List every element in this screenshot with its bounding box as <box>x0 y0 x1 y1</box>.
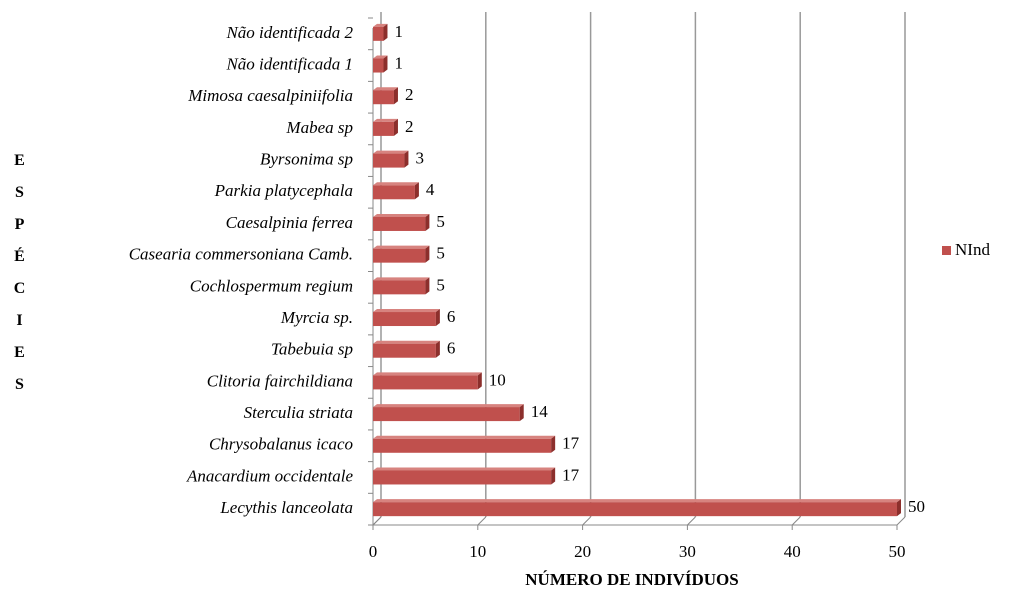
category-label: Anacardium occidentale <box>186 466 353 485</box>
bar <box>373 312 436 327</box>
category-label: Mabea sp <box>285 118 353 137</box>
floor-line <box>687 516 696 526</box>
bar-top <box>373 150 409 154</box>
bar-top <box>373 213 430 217</box>
value-label: 2 <box>405 85 414 104</box>
bar-top <box>373 340 440 344</box>
value-label: 17 <box>562 434 580 453</box>
value-label: 10 <box>489 370 506 389</box>
bar-top <box>373 372 482 376</box>
bar-side <box>383 23 388 41</box>
bar-side <box>414 182 419 200</box>
floor-line <box>791 516 801 526</box>
bar-top <box>373 435 556 439</box>
category-label: Sterculia striata <box>244 403 353 422</box>
x-tick-label: 50 <box>889 542 906 561</box>
bar-side <box>404 150 409 168</box>
bar-side <box>393 87 398 105</box>
floor-line <box>582 516 591 526</box>
category-label: Não identificada 1 <box>225 54 353 73</box>
value-label: 6 <box>447 339 456 358</box>
value-label: 2 <box>405 117 414 136</box>
bar <box>373 343 436 358</box>
bar <box>373 216 426 231</box>
legend-swatch <box>942 246 951 255</box>
value-label: 50 <box>908 497 925 516</box>
bar-top <box>373 277 430 281</box>
bar-side <box>435 309 440 327</box>
bar-side <box>425 213 430 231</box>
bar-top <box>373 182 419 186</box>
bar-top <box>373 404 524 408</box>
category-label: Tabebuia sp <box>271 340 353 359</box>
bar <box>373 121 394 136</box>
bar-top <box>373 87 398 91</box>
bar-side <box>477 372 482 390</box>
x-tick-label: 10 <box>469 542 486 561</box>
value-label: 5 <box>436 275 445 294</box>
floor-line <box>372 516 382 526</box>
bar <box>373 248 426 263</box>
category-label: Lecythis lanceolata <box>219 498 353 517</box>
bar <box>373 502 897 517</box>
category-label: Clitoria fairchildiana <box>207 371 353 390</box>
bar-top <box>373 118 398 122</box>
floor-line <box>896 516 906 526</box>
bar <box>373 90 394 105</box>
bar-side <box>519 404 524 422</box>
category-label: Mimosa caesalpiniifolia <box>187 86 353 105</box>
bar-side <box>425 277 430 295</box>
category-label: Byrsonima sp <box>260 150 353 169</box>
bar <box>373 438 552 453</box>
category-label: Não identificada 2 <box>225 23 353 42</box>
value-label: 5 <box>436 212 445 231</box>
bar-top <box>373 309 440 313</box>
bar-side <box>551 467 556 485</box>
bar-side <box>425 245 430 263</box>
x-axis-label: NÚMERO DE INDIVÍDUOS <box>525 570 738 589</box>
category-label: Chrysobalanus icaco <box>209 435 353 454</box>
x-tick-label: 20 <box>574 542 591 561</box>
value-label: 4 <box>426 180 435 199</box>
value-label: 3 <box>415 149 424 168</box>
bar <box>373 375 478 390</box>
y-axis-label: ESPÉCIES <box>11 152 28 408</box>
bar-side <box>551 435 556 453</box>
value-label: 1 <box>394 22 403 41</box>
value-label: 17 <box>562 465 580 484</box>
category-label: Myrcia sp. <box>280 308 353 327</box>
category-label: Cochlospermum regium <box>190 276 353 295</box>
bar <box>373 407 520 422</box>
bar-top <box>373 499 901 503</box>
bar-side <box>393 118 398 136</box>
floor-line <box>477 516 487 526</box>
bar <box>373 470 552 485</box>
bar <box>373 58 384 73</box>
category-label: Caesalpinia ferrea <box>226 213 353 232</box>
bar-side <box>897 499 901 517</box>
x-tick-label: 30 <box>679 542 696 561</box>
legend-label: NInd <box>955 240 990 259</box>
bar <box>373 153 405 168</box>
x-tick-label: 40 <box>784 542 801 561</box>
bar-top <box>373 245 430 249</box>
category-label: Casearia commersoniana Camb. <box>129 245 353 264</box>
bar <box>373 185 415 200</box>
bar-top <box>373 467 556 471</box>
category-label: Parkia platycephala <box>214 181 353 200</box>
x-tick-label: 0 <box>369 542 378 561</box>
bar-side <box>435 340 440 358</box>
value-label: 5 <box>436 244 445 263</box>
value-label: 14 <box>531 402 549 421</box>
bar-top <box>373 55 388 59</box>
bar-side <box>383 55 388 73</box>
bar <box>373 26 384 41</box>
bar <box>373 280 426 295</box>
bar-top <box>373 23 388 27</box>
value-label: 6 <box>447 307 456 326</box>
value-label: 1 <box>394 53 403 72</box>
